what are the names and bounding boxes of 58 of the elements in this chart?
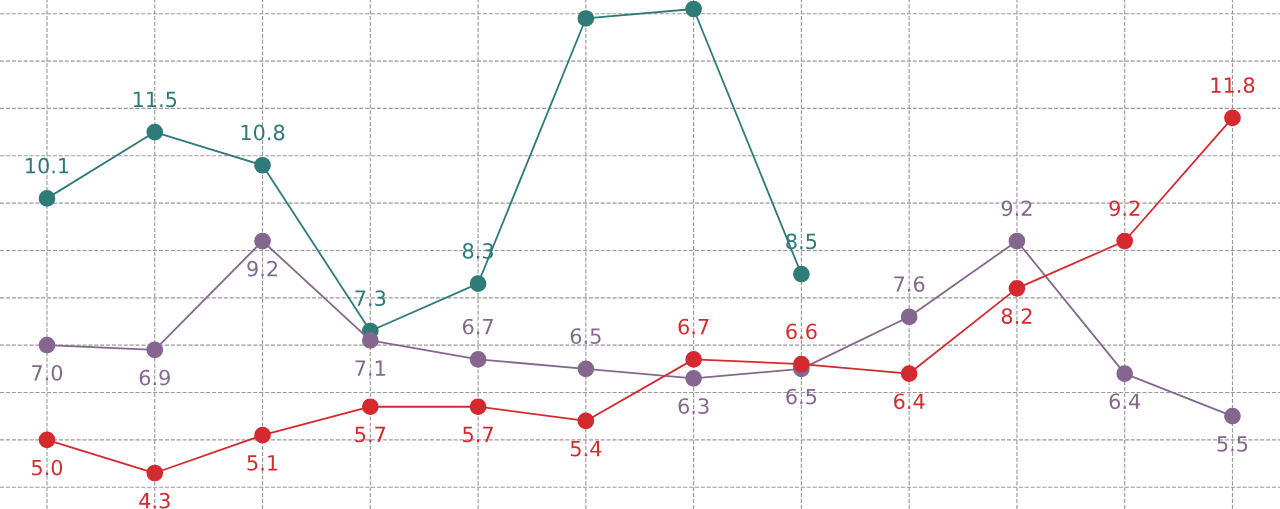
point <box>685 369 702 387</box>
point <box>469 275 487 292</box>
point <box>469 398 487 416</box>
point <box>361 398 379 416</box>
data-label: 9.2 <box>1109 200 1140 217</box>
data-label: 6.3 <box>678 398 709 414</box>
point <box>146 464 164 482</box>
data-label: 10.1 <box>26 157 69 174</box>
point <box>1224 109 1241 127</box>
data-label: 5.1 <box>247 455 278 471</box>
data-label: 5.4 <box>570 441 602 457</box>
data-label: 6.7 <box>678 318 709 335</box>
point <box>254 156 271 174</box>
point <box>254 426 271 444</box>
point <box>1224 407 1241 425</box>
point <box>254 232 271 250</box>
data-label: 10.8 <box>241 124 285 141</box>
data-label: 6.5 <box>570 328 601 344</box>
data-label: 8.2 <box>1001 308 1032 324</box>
data-label: 5.7 <box>355 426 386 443</box>
data-label: 6.4 <box>1109 393 1141 410</box>
point <box>38 190 56 207</box>
data-label: 9.2 <box>247 260 278 277</box>
point <box>793 355 810 373</box>
point <box>146 341 164 359</box>
data-label: 7.1 <box>355 360 385 376</box>
point <box>469 351 487 368</box>
data-label: 6.7 <box>462 318 493 335</box>
data-label: 6.6 <box>786 323 817 340</box>
data-label: 4.3 <box>139 492 170 509</box>
data-label: 7.0 <box>32 364 63 381</box>
point <box>1116 232 1134 250</box>
data-label: 6.5 <box>786 388 817 405</box>
data-label: 5.7 <box>463 426 493 443</box>
point <box>685 351 702 368</box>
point <box>146 123 164 141</box>
point <box>38 431 56 449</box>
point <box>577 412 595 430</box>
data-label: 11.8 <box>1211 77 1255 94</box>
data-label: 9.2 <box>1001 200 1032 217</box>
point <box>577 10 595 27</box>
data-label: 7.6 <box>894 276 925 292</box>
point <box>577 360 595 378</box>
data-label: 11.5 <box>133 91 177 108</box>
point <box>1116 365 1134 382</box>
data-label: 7.3 <box>355 290 386 307</box>
data-label: 5.0 <box>32 459 63 476</box>
point <box>900 308 918 326</box>
point <box>1008 232 1026 250</box>
point <box>1008 280 1026 297</box>
data-label: 5.5 <box>1217 436 1248 452</box>
point <box>793 265 810 283</box>
point <box>900 365 918 382</box>
point <box>361 332 379 349</box>
data-label: 6.4 <box>894 393 925 410</box>
data-label: 6.9 <box>139 369 170 386</box>
point <box>38 336 56 354</box>
point <box>685 0 702 18</box>
